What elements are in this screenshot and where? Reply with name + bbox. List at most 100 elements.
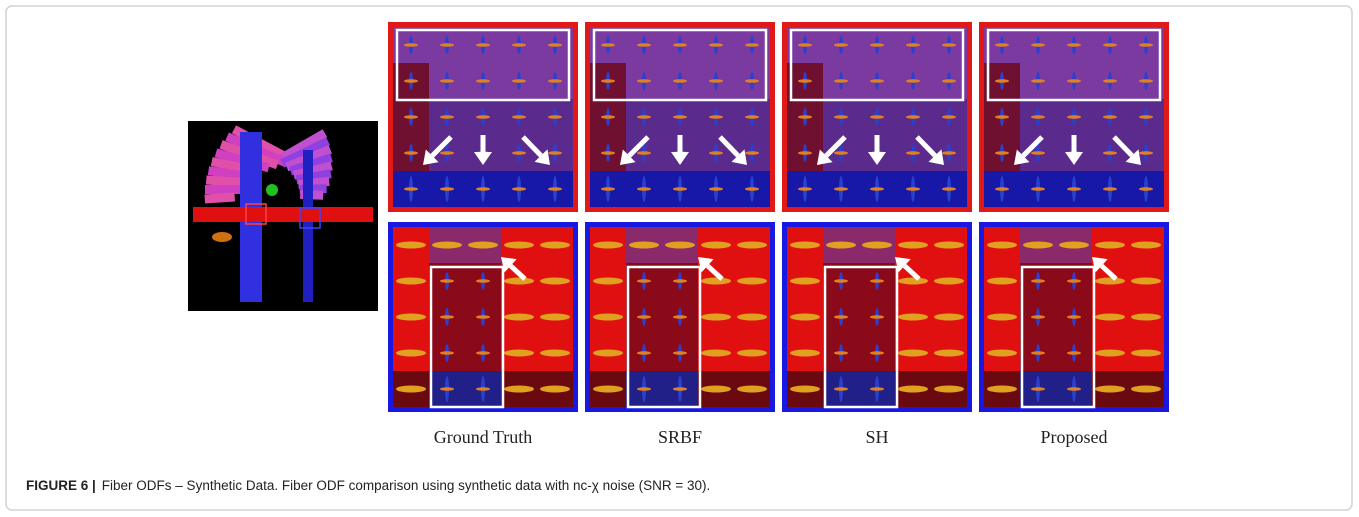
odf-glyph [404,115,418,119]
odf-glyph [942,79,956,83]
arrow-shaft [508,263,527,281]
odf-glyph [790,385,820,393]
arrow-head [423,149,439,165]
odf-glyph [593,241,623,249]
odf-glyph [404,43,418,47]
odf-glyph [512,151,526,155]
odf-glyph [798,151,812,155]
caption-label: FIGURE 6 | [26,478,96,493]
odf-glyph [790,277,820,285]
fan-strand [204,192,236,204]
odf-glyph [798,115,812,119]
odf-glyph [593,277,623,285]
odf-glyph [737,313,767,321]
odf-glyph [987,277,1017,285]
arrow-shaft [430,135,453,158]
odf-glyph [637,151,651,155]
odf-glyph [942,187,956,191]
odf-glyph [593,313,623,321]
odf-glyph [440,79,454,83]
odf-glyph [790,241,820,249]
odf-glyph [512,43,526,47]
odf-glyph [934,313,964,321]
odf-glyph [1139,43,1153,47]
column-label: SH [865,427,888,447]
odf-glyph [995,79,1009,83]
odf-glyph [1103,151,1117,155]
odf-glyph [1059,241,1089,249]
odf-glyph [548,187,562,191]
odf-glyph [1031,351,1045,355]
highlight-box [823,265,899,409]
odf-glyph [709,43,723,47]
odf-glyph [1095,313,1125,321]
odf-glyph [468,241,498,249]
odf-glyph [987,313,1017,321]
odf-glyph [834,315,848,319]
odf-glyph [870,187,884,191]
odf-glyph [906,187,920,191]
odf-glyph [396,385,426,393]
odf-glyph [1103,115,1117,119]
arrow-shaft [1099,263,1118,281]
arrow-head [620,149,636,165]
odf-glyph [1031,79,1045,83]
odf-glyph [1067,315,1081,319]
fan-strand [205,175,247,188]
odf-glyph [404,187,418,191]
odf-glyph [396,349,426,357]
odf-glyph [870,115,884,119]
odf-glyph [834,43,848,47]
panel-border [782,222,972,412]
odf-glyph [1095,349,1125,357]
odf-glyph [440,115,454,119]
highlight-box [1020,265,1096,409]
panel-border [979,222,1169,412]
caption-text: Fiber ODFs – Synthetic Data. Fiber ODF c… [102,478,710,493]
odf-glyph [1131,349,1161,357]
odf-glyph [1031,151,1045,155]
odf-glyph [637,187,651,191]
odf-glyph [476,387,490,391]
odf-glyph [1067,351,1081,355]
arrow-head [474,152,492,165]
odf-glyph [665,241,695,249]
odf-glyph [476,79,490,83]
odf-glyph [834,151,848,155]
odf-glyph [737,385,767,393]
odf-glyph [987,349,1017,357]
vertical-tract [303,150,313,302]
odf-glyph [1131,241,1161,249]
odf-glyph [870,315,884,319]
odf-glyph [898,241,928,249]
odf-glyph [637,115,651,119]
odf-glyph [942,43,956,47]
odf-glyph [701,385,731,393]
odf-glyph [504,349,534,357]
odf-glyph [601,151,615,155]
odf-glyph [440,351,454,355]
arrow-head [671,152,689,165]
odf-glyph [1131,277,1161,285]
odf-glyph [745,79,759,83]
odf-glyph [1103,187,1117,191]
arrow-shaft [1021,135,1044,158]
overview-image [188,121,378,311]
odf-glyph [709,79,723,83]
odf-glyph [637,387,651,391]
odf-glyph [504,313,534,321]
bending-panel [782,222,972,412]
odf-glyph [540,385,570,393]
arrow-shaft [915,135,937,158]
odf-glyph [476,279,490,283]
odf-glyph [476,187,490,191]
arrow-shaft [718,135,740,158]
odf-glyph [934,277,964,285]
orange-blob [212,232,232,242]
odf-glyph [826,241,856,249]
arrow-head [534,149,550,165]
fan-strand [205,185,240,194]
odf-glyph [673,79,687,83]
highlight-box [626,265,702,409]
odf-glyph [737,277,767,285]
